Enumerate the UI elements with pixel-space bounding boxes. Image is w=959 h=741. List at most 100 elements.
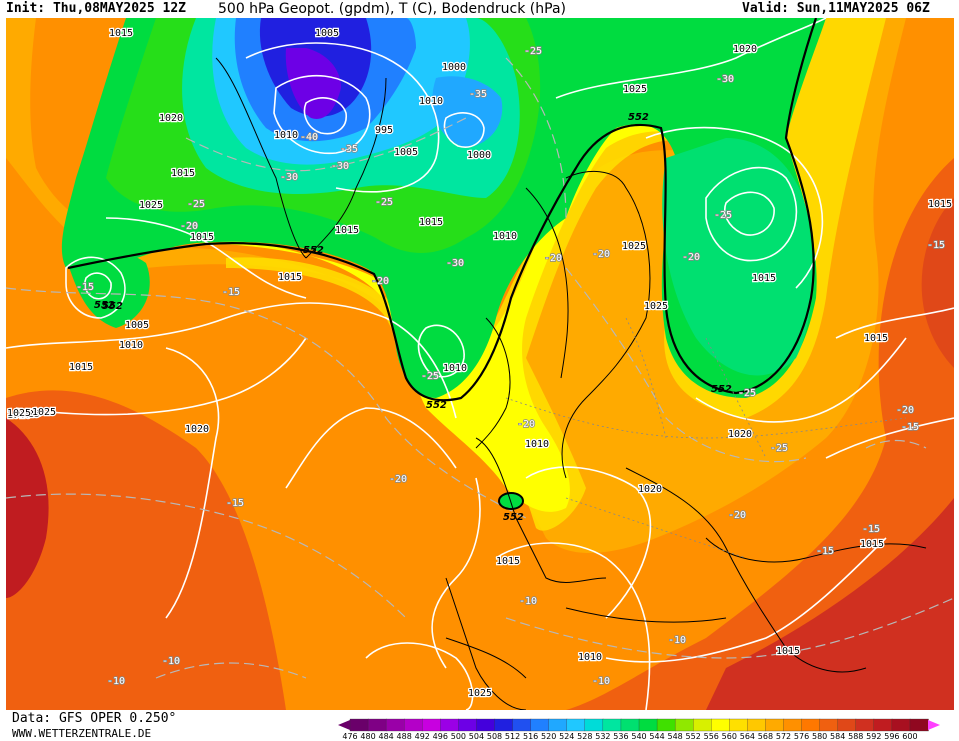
pressure-label: 1015 — [419, 217, 443, 228]
trough-scandinavia-east — [662, 138, 813, 376]
legend-value-label: 600 — [902, 732, 917, 739]
temperature-label: -15 — [816, 546, 834, 557]
pressure-label: 1010 — [443, 363, 467, 374]
pressure-label: 1020 — [733, 44, 757, 55]
legend-swatch — [422, 718, 441, 732]
legend-value-label: 584 — [830, 732, 845, 739]
temperature-label: -25 — [714, 210, 732, 221]
legend-swatch — [783, 718, 803, 732]
pressure-label: 1025 — [622, 241, 646, 252]
legend-swatch — [909, 718, 929, 732]
pressure-label: 1025 — [139, 200, 163, 211]
temperature-label: -30 — [446, 258, 464, 269]
pressure-label: 1010 — [419, 96, 443, 107]
pressure-label: 1015 — [864, 333, 888, 344]
pressure-label: 1020 — [159, 113, 183, 124]
pressure-label: 1020 — [638, 484, 662, 495]
temperature-label: -35 — [469, 89, 487, 100]
legend-swatch — [494, 718, 514, 732]
pressure-label: 1015 — [109, 28, 133, 39]
temperature-label: -20 — [389, 474, 407, 485]
chart-header: Init: Thu,08MAY2025 12Z 500 hPa Geopot. … — [0, 0, 959, 18]
chart-title: 500 hPa Geopot. (gpdm), T (C), Bodendruc… — [218, 1, 566, 17]
temperature-label: -20 — [371, 276, 389, 287]
geopotential-552-label: 552 — [426, 400, 447, 411]
temperature-label: -20 — [592, 249, 610, 260]
temperature-label: -40 — [300, 132, 318, 143]
temperature-label: -10 — [668, 635, 686, 646]
data-source-label: Data: GFS OPER 0.250° — [12, 711, 177, 726]
legend-swatch — [765, 718, 785, 732]
legend-swatch — [584, 718, 604, 732]
legend-swatch — [711, 718, 730, 732]
legend-swatch — [674, 718, 694, 732]
legend-value-label: 536 — [613, 732, 628, 739]
geopotential-552-label: 552 — [303, 245, 324, 256]
hot-region-sw — [6, 418, 49, 598]
pressure-label: 1005 — [394, 147, 418, 158]
legend-swatch — [440, 718, 460, 732]
pressure-label: 1015 — [69, 362, 93, 373]
temperature-label: -15 — [222, 287, 240, 298]
pressure-label: 995 — [375, 125, 393, 136]
pressure-label: 1000 — [442, 62, 466, 73]
legend-value-label: 564 — [740, 732, 755, 739]
temperature-label: -20 — [517, 419, 535, 430]
geopotential-552-label: 552 — [628, 112, 649, 123]
pressure-label: 1025 — [644, 301, 668, 312]
pressure-label: 1000 — [467, 150, 491, 161]
legend-value-label: 500 — [451, 732, 466, 739]
temperature-label: -15 — [927, 240, 945, 251]
legend-value-label: 516 — [523, 732, 538, 739]
temperature-label: -20 — [896, 405, 914, 416]
legend-swatch — [837, 718, 857, 732]
legend-value-label: 596 — [884, 732, 899, 739]
legend-value-label: 572 — [776, 732, 791, 739]
legend-value-label: 528 — [577, 732, 592, 739]
legend-swatch — [349, 718, 369, 732]
legend-swatch — [855, 718, 875, 732]
legend-swatch — [385, 718, 405, 732]
pressure-label: 1015 — [752, 273, 776, 284]
geopotential-552-label: 552 — [503, 512, 524, 523]
isobar-lines — [6, 18, 954, 710]
coastlines — [215, 57, 927, 710]
temperature-label: -10 — [107, 676, 125, 687]
legend-value-label: 520 — [541, 732, 556, 739]
pressure-label: 1015 — [190, 232, 214, 243]
legend-swatch — [530, 718, 550, 732]
chart-footer: Data: GFS OPER 0.250° WWW.WETTERZENTRALE… — [0, 710, 959, 741]
legend-value-label: 568 — [758, 732, 773, 739]
pressure-label: 1025 — [16, 409, 40, 420]
legend-swatch — [656, 718, 676, 732]
legend-value-label: 532 — [595, 732, 610, 739]
legend-value-label: 544 — [649, 732, 664, 739]
color-legend: 476 480 484 488 492 496 500 504 508 512 516 520 524 5… — [338, 718, 940, 739]
warm-region-sw — [6, 390, 286, 710]
legend-swatch — [566, 718, 586, 732]
legend-swatch — [548, 718, 568, 732]
temperature-label: -15 — [901, 422, 919, 433]
pressure-label: 1005 — [125, 320, 149, 331]
legend-swatch — [620, 718, 640, 732]
legend-value-label: 496 — [433, 732, 448, 739]
pressure-label: 1015 — [776, 646, 800, 657]
legend-swatch — [819, 718, 839, 732]
geopotential-552-label: 552 — [94, 300, 115, 311]
pressure-label: 1005 — [315, 28, 339, 39]
temperature-label: -30 — [331, 161, 349, 172]
legend-swatch — [367, 718, 387, 732]
pressure-label: 1015 — [860, 539, 884, 550]
legend-swatch — [404, 718, 423, 732]
pressure-label: 1015 — [171, 168, 195, 179]
legend-swatch — [476, 718, 496, 732]
temperature-label: -20 — [728, 510, 746, 521]
legend-value-label: 540 — [631, 732, 646, 739]
legend-value-label: 488 — [397, 732, 412, 739]
temperature-label: -10 — [162, 656, 180, 667]
temperature-label: -10 — [592, 676, 610, 687]
temperature-label: -10 — [519, 596, 537, 607]
pressure-label: 1025 — [7, 408, 31, 419]
legend-value-label: 548 — [667, 732, 682, 739]
site-url-label: WWW.WETTERZENTRALE.DE — [12, 727, 152, 740]
